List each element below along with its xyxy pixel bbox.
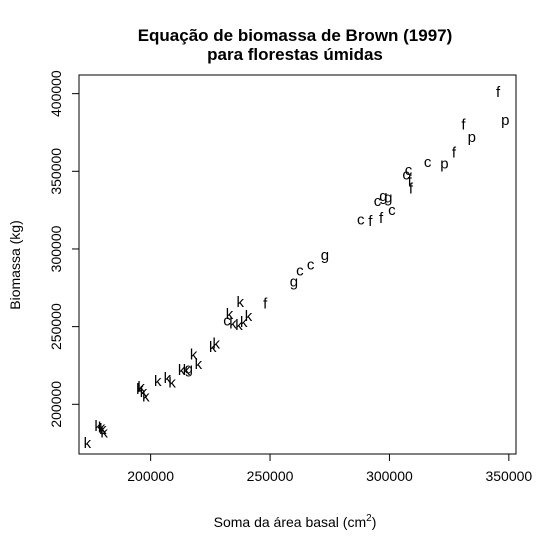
data-point: f	[368, 213, 373, 230]
y-tick-label: 200000	[48, 381, 64, 428]
data-point: c	[388, 202, 396, 219]
data-point: c	[405, 162, 413, 179]
data-point: k	[236, 294, 244, 311]
data-point: k	[226, 306, 234, 323]
data-point: k	[84, 435, 92, 452]
data-point: f	[408, 173, 413, 190]
y-axis-label: Biomassa (kg)	[7, 220, 23, 309]
data-point: p	[501, 112, 509, 129]
y-axis: 200000 250000 300000 350000 400000	[48, 70, 79, 428]
data-point: k	[213, 336, 221, 353]
x-tick-label: 300000	[366, 468, 413, 484]
data-point: c	[307, 257, 315, 274]
data-point: g	[379, 188, 387, 205]
data-point: k	[140, 384, 148, 401]
data-point: k	[190, 347, 198, 364]
data-point: g	[290, 274, 298, 291]
data-point: c	[357, 211, 365, 228]
data-point: f	[409, 180, 414, 197]
data-point: c	[374, 193, 382, 210]
data-point: f	[452, 145, 457, 162]
data-point: k	[178, 362, 186, 379]
data-point: g	[185, 361, 193, 378]
data-point: f	[263, 295, 268, 312]
data-point: k	[100, 424, 108, 441]
data-point: g	[321, 247, 329, 264]
data-point: k	[245, 308, 253, 325]
y-tick-label: 350000	[48, 148, 64, 195]
y-tick-label: 300000	[48, 225, 64, 272]
chart-title-line-2: para florestas úmidas	[207, 45, 383, 64]
data-point: p	[468, 129, 476, 146]
data-point: k	[209, 339, 217, 356]
data-point: f	[496, 84, 501, 101]
data-point: g	[384, 190, 392, 207]
data-point: k	[164, 370, 172, 387]
plot-frame	[78, 74, 517, 455]
data-point: k	[98, 420, 106, 437]
data-point: p	[440, 156, 448, 173]
data-point: k	[183, 362, 191, 379]
data-point: k	[229, 316, 237, 333]
data-point: k	[154, 373, 162, 390]
data-point: c	[402, 166, 410, 183]
data-point: k	[240, 314, 248, 331]
x-axis-label: Soma da área basal (cm2)	[214, 513, 377, 530]
chart-title-line-1: Equação de biomassa de Brown (1997)	[138, 26, 453, 45]
data-point: f	[461, 117, 466, 134]
data-point: k	[235, 317, 243, 334]
data-point: k	[99, 421, 107, 438]
data-point: c	[223, 312, 231, 329]
data-point: k	[136, 381, 144, 398]
x-tick-label: 200000	[127, 468, 174, 484]
data-point: c	[424, 154, 432, 171]
x-tick-label: 350000	[485, 468, 532, 484]
data-point: k	[137, 379, 145, 396]
data-point: k	[94, 418, 102, 435]
y-tick-label: 400000	[48, 70, 64, 117]
data-point: f	[379, 210, 384, 227]
data-point: k	[195, 356, 203, 373]
y-tick-label: 250000	[48, 303, 64, 350]
x-axis: 200000 250000 300000 350000	[127, 454, 532, 484]
data-point: c	[296, 263, 304, 280]
data-point: k	[168, 375, 176, 392]
data-point: k	[142, 389, 150, 406]
x-tick-label: 250000	[247, 468, 294, 484]
